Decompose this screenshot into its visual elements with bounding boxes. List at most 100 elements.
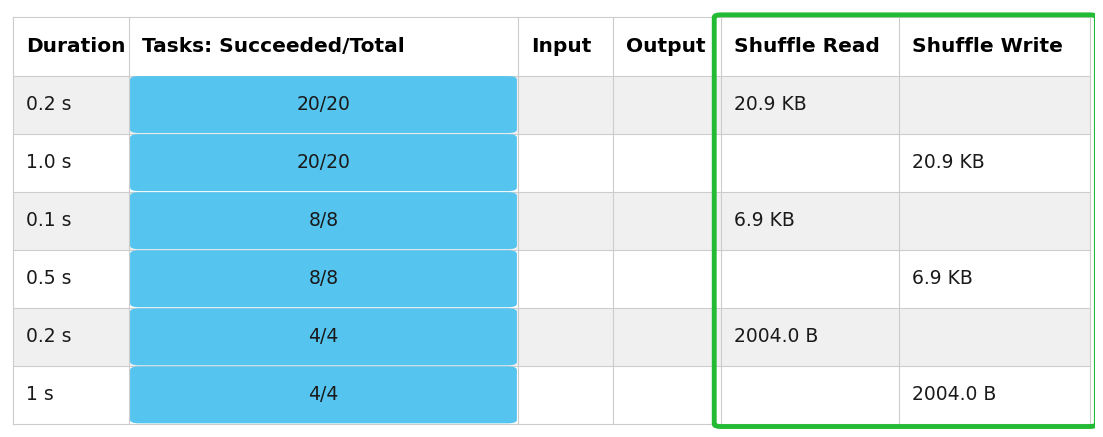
- Bar: [139, 215, 508, 217]
- Bar: [139, 185, 508, 187]
- Bar: [139, 280, 508, 282]
- FancyBboxPatch shape: [130, 366, 517, 423]
- Bar: [139, 106, 508, 108]
- Bar: [139, 169, 508, 171]
- Bar: [139, 389, 508, 392]
- Bar: [139, 208, 508, 211]
- Bar: [139, 338, 508, 340]
- Bar: [139, 89, 508, 91]
- Bar: [139, 340, 508, 342]
- Bar: [139, 224, 508, 225]
- Text: 20.9 KB: 20.9 KB: [733, 95, 806, 114]
- Bar: [139, 116, 508, 118]
- Bar: [139, 302, 508, 304]
- Bar: [13, 17, 1090, 76]
- Bar: [139, 347, 508, 348]
- Bar: [139, 232, 508, 234]
- Bar: [139, 97, 508, 100]
- Bar: [139, 345, 508, 347]
- Bar: [139, 230, 508, 232]
- Bar: [139, 258, 508, 260]
- Bar: [139, 162, 508, 164]
- Bar: [139, 109, 508, 111]
- Text: 4/4: 4/4: [309, 327, 339, 346]
- Bar: [139, 229, 508, 231]
- Bar: [13, 76, 1090, 134]
- Text: 0.2 s: 0.2 s: [26, 327, 72, 346]
- Bar: [139, 139, 508, 141]
- Bar: [139, 360, 508, 362]
- Bar: [139, 156, 508, 158]
- Bar: [139, 180, 508, 183]
- Bar: [139, 257, 508, 259]
- Bar: [139, 167, 508, 169]
- Bar: [139, 177, 508, 179]
- Bar: [139, 204, 508, 206]
- Bar: [139, 146, 508, 148]
- Bar: [139, 122, 508, 125]
- Bar: [139, 102, 508, 104]
- Bar: [13, 250, 1090, 308]
- Bar: [139, 179, 508, 181]
- FancyBboxPatch shape: [130, 134, 517, 191]
- Bar: [139, 416, 508, 418]
- Bar: [139, 225, 508, 227]
- Bar: [139, 150, 508, 153]
- Bar: [139, 403, 508, 405]
- Bar: [139, 160, 508, 163]
- Text: 2004.0 B: 2004.0 B: [733, 327, 818, 346]
- Bar: [139, 313, 508, 315]
- Bar: [139, 99, 508, 101]
- Bar: [139, 312, 508, 313]
- Bar: [139, 288, 508, 291]
- Bar: [139, 270, 508, 272]
- Bar: [139, 281, 508, 284]
- Bar: [139, 331, 508, 333]
- Bar: [139, 220, 508, 222]
- Text: 4/4: 4/4: [309, 385, 339, 404]
- Bar: [139, 320, 508, 322]
- FancyBboxPatch shape: [130, 309, 517, 365]
- Bar: [139, 124, 508, 126]
- Bar: [139, 273, 508, 275]
- Bar: [139, 341, 508, 343]
- Bar: [139, 84, 508, 86]
- Bar: [139, 154, 508, 156]
- Bar: [139, 86, 508, 88]
- Bar: [139, 147, 508, 149]
- Bar: [139, 386, 508, 388]
- Bar: [139, 262, 508, 264]
- Bar: [139, 350, 508, 352]
- Bar: [139, 391, 508, 393]
- Bar: [139, 182, 508, 184]
- Bar: [139, 121, 508, 123]
- Bar: [139, 202, 508, 204]
- Bar: [139, 159, 508, 161]
- Bar: [139, 237, 508, 239]
- Text: Shuffle Read: Shuffle Read: [733, 37, 880, 56]
- Bar: [139, 79, 508, 81]
- Bar: [139, 195, 508, 198]
- Text: 6.9 KB: 6.9 KB: [733, 211, 795, 230]
- Bar: [139, 119, 508, 121]
- Bar: [139, 335, 508, 337]
- Bar: [139, 318, 508, 320]
- Bar: [139, 205, 508, 208]
- Bar: [139, 164, 508, 166]
- Bar: [139, 297, 508, 299]
- Bar: [139, 137, 508, 139]
- Bar: [139, 96, 508, 98]
- Text: Input: Input: [531, 37, 591, 56]
- Bar: [139, 83, 508, 85]
- Bar: [139, 144, 508, 146]
- Bar: [139, 336, 508, 339]
- Text: 8/8: 8/8: [309, 211, 339, 230]
- Bar: [139, 111, 508, 113]
- Text: Shuffle Write: Shuffle Write: [912, 37, 1062, 56]
- Bar: [139, 268, 508, 271]
- Bar: [139, 395, 508, 396]
- Bar: [139, 126, 508, 128]
- Bar: [139, 351, 508, 354]
- Bar: [139, 379, 508, 382]
- Bar: [139, 172, 508, 174]
